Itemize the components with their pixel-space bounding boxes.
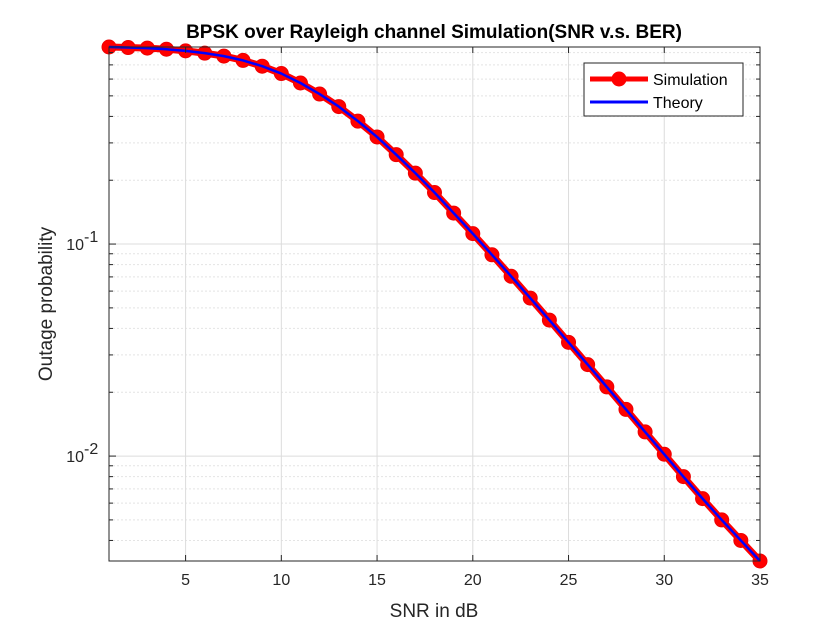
theory-line bbox=[108, 45, 761, 562]
x-tick-label: 10 bbox=[272, 572, 290, 589]
y-axis-label: Outage probability bbox=[36, 226, 57, 381]
legend-theory-label: Theory bbox=[653, 95, 703, 112]
x-tick-label: 35 bbox=[751, 572, 769, 589]
plot-frame bbox=[108, 46, 761, 562]
legend-simulation-label: Simulation bbox=[653, 72, 728, 89]
chart-title: BPSK over Rayleigh channel Simulation(SN… bbox=[186, 22, 682, 43]
x-axis-label: SNR in dB bbox=[390, 601, 479, 622]
y-tick-label-exponent: -1 bbox=[84, 229, 98, 246]
y-tick-label-exponent: -2 bbox=[84, 441, 98, 458]
x-tick-labels: 5 10 15 20 25 30 35 bbox=[181, 572, 769, 589]
x-tick-label: 20 bbox=[464, 572, 482, 589]
plot-area bbox=[109, 47, 760, 561]
x-tick-label: 5 bbox=[181, 572, 190, 589]
legend: Simulation Theory bbox=[583, 62, 744, 117]
ticks-layer bbox=[109, 47, 761, 561]
y-tick-label-base: 10 bbox=[66, 449, 84, 466]
y-tick-labels: 10-110-2 bbox=[66, 229, 98, 466]
x-tick-label: 15 bbox=[368, 572, 386, 589]
x-tick-label: 30 bbox=[655, 572, 673, 589]
legend-simulation-marker bbox=[611, 71, 627, 87]
y-tick-label-base: 10 bbox=[66, 237, 84, 254]
major-grid bbox=[109, 47, 760, 561]
x-tick-label: 25 bbox=[560, 572, 578, 589]
legend-box bbox=[583, 62, 744, 117]
